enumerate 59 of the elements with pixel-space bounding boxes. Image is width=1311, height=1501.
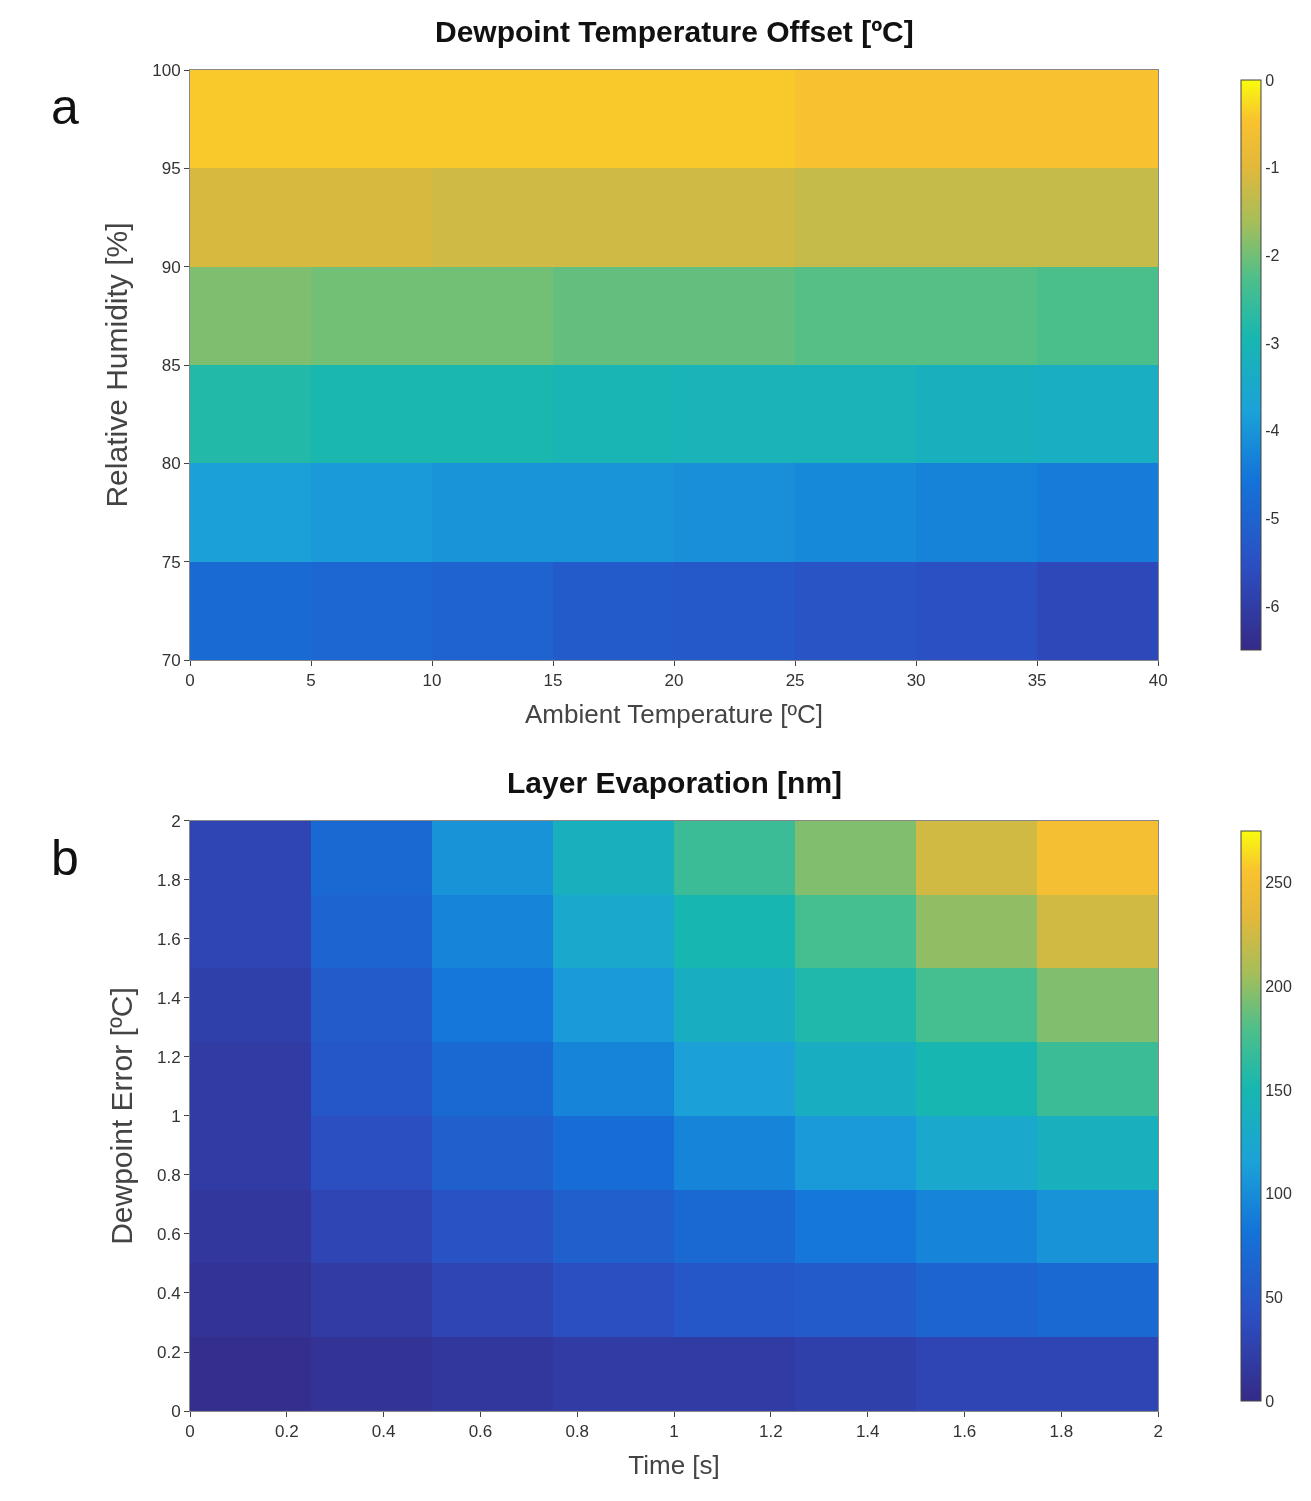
y-tick-label: 1.4 [156, 988, 181, 1008]
y-tick-label: 0.6 [156, 1224, 181, 1244]
x-axis-title: Time [s] [628, 1450, 720, 1481]
y-tick-label: 100 [152, 60, 181, 80]
color-bar-label: 0 [1265, 71, 1275, 89]
x-tick-label: 2 [1153, 1422, 1163, 1442]
y-tick-label: 0 [171, 1401, 181, 1421]
x-tick-label: 1.4 [855, 1422, 880, 1442]
y-tick-label: 85 [161, 355, 181, 375]
x-tick-label: 1.8 [1049, 1422, 1074, 1442]
x-tick-label: 15 [543, 671, 563, 691]
x-tick-label: 1.6 [952, 1422, 977, 1442]
y-tick-label: 95 [161, 159, 181, 179]
color-bar-label: 200 [1265, 978, 1292, 996]
x-tick-label: 0 [185, 1422, 195, 1442]
y-axis-title: Relative Humidity [%] [100, 222, 134, 508]
text: b [51, 830, 79, 886]
x-tick-label: 1 [669, 1422, 679, 1442]
color-bar-label: 100 [1265, 1185, 1292, 1203]
y-tick-label: 90 [161, 257, 181, 277]
y-tick-label: 75 [161, 552, 181, 572]
x-axis-title: Ambient Temperature [ºC] [525, 699, 824, 730]
color-bar-label: -4 [1265, 422, 1280, 440]
y-tick-label: 0.4 [156, 1283, 181, 1303]
color-bar-label: -3 [1265, 334, 1280, 352]
y-tick-label: 1 [171, 1106, 181, 1126]
x-tick-label: 0.6 [468, 1422, 493, 1442]
text: a [51, 79, 79, 135]
chart-title: Dewpoint Temperature Offset [ºC] [435, 15, 914, 48]
y-tick-label: 0.8 [156, 1165, 181, 1185]
x-tick-label: 0 [185, 671, 195, 691]
y-tick-label: 1.6 [156, 929, 181, 949]
color-bar-label: 0 [1265, 1392, 1275, 1410]
x-tick-label: 40 [1148, 671, 1168, 691]
x-tick-label: 35 [1027, 671, 1047, 691]
x-tick-label: 25 [785, 671, 805, 691]
color-bar-label: 50 [1265, 1288, 1284, 1306]
color-bar-label: -2 [1265, 247, 1280, 264]
x-tick-label: 1.2 [759, 1422, 783, 1442]
y-tick-label: 1.8 [156, 870, 181, 890]
y-tick-label: 70 [161, 650, 181, 670]
y-tick-label: 1.2 [156, 1047, 181, 1067]
y-tick-label: 0.2 [156, 1342, 181, 1362]
x-tick-label: 20 [664, 671, 684, 691]
y-axis-title: Dewpoint Error [ºC] [104, 987, 138, 1245]
x-tick-label: 10 [422, 671, 442, 691]
color-bar-label: -5 [1265, 510, 1280, 528]
x-tick-label: 5 [306, 671, 316, 691]
color-bar-label: 150 [1265, 1081, 1292, 1099]
y-tick-label: 2 [171, 811, 181, 831]
chart-title: Layer Evaporation [nm] [507, 766, 843, 799]
x-tick-label: 0.8 [565, 1422, 590, 1442]
y-tick-label: 80 [161, 454, 181, 474]
color-bar-label: -1 [1265, 159, 1280, 177]
x-tick-label: 0.4 [371, 1422, 396, 1442]
x-tick-label: 30 [906, 671, 926, 691]
color-bar-label: -6 [1265, 597, 1280, 615]
x-tick-label: 0.2 [274, 1422, 299, 1442]
color-bar-label: 250 [1265, 874, 1292, 892]
